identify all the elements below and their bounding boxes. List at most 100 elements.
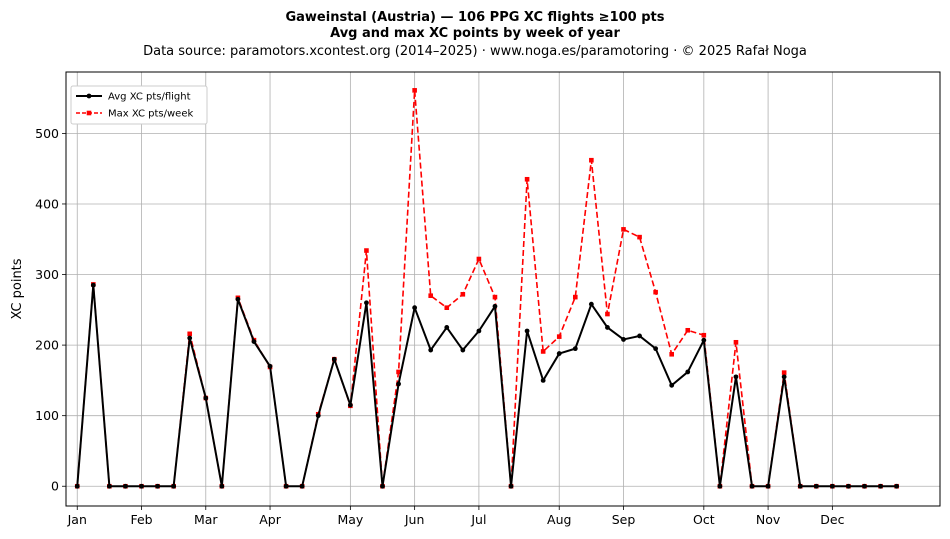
series-layer	[74, 88, 900, 489]
avg-point	[187, 335, 193, 341]
avg-point	[171, 483, 177, 489]
avg-point	[364, 300, 369, 306]
max-point	[733, 339, 739, 345]
chart-subtitle: Avg and max XC points by week of year	[330, 26, 620, 41]
avg-point	[492, 303, 498, 309]
x-tick-label: Oct	[693, 512, 715, 527]
avg-point	[219, 483, 225, 489]
avg-point	[444, 325, 450, 330]
x-tick-label: Apr	[259, 512, 281, 527]
y-axis-label: XC points	[10, 258, 25, 319]
avg-point	[862, 483, 867, 489]
avg-point	[74, 483, 80, 489]
avg-point	[813, 483, 819, 489]
avg-point	[556, 351, 562, 356]
avg-point	[428, 347, 434, 353]
max-point	[396, 369, 401, 375]
max-point	[701, 332, 707, 338]
y-tick-label: 100	[35, 408, 59, 423]
y-tick-label: 0	[51, 479, 59, 494]
avg-point	[155, 483, 160, 489]
y-tick-label: 300	[35, 267, 59, 282]
avg-point	[380, 483, 385, 489]
x-tick-label: Jun	[404, 512, 425, 527]
avg-point	[524, 328, 530, 334]
x-tick-label: Nov	[756, 512, 781, 527]
avg-point	[717, 483, 723, 489]
x-tick-label: Jan	[67, 512, 87, 527]
avg-point	[797, 483, 803, 489]
avg-point	[588, 301, 594, 307]
avg-point	[203, 395, 209, 401]
avg-point	[396, 381, 401, 387]
x-tick-label: Feb	[130, 512, 152, 527]
max-point	[540, 349, 546, 354]
x-tick-label: Aug	[547, 512, 571, 527]
legend-label: Max XC pts/week	[108, 109, 193, 120]
legend-box	[70, 85, 208, 125]
max-point	[685, 327, 691, 333]
max-series-line	[76, 89, 897, 488]
avg-point	[540, 377, 546, 383]
legend-label: Avg XC pts/flight	[108, 92, 191, 103]
max-point	[781, 370, 787, 375]
max-point	[492, 294, 498, 300]
max-point	[187, 331, 193, 337]
max-point	[444, 305, 450, 311]
legend-swatch-marker	[86, 110, 92, 116]
avg-series-line	[76, 284, 897, 488]
y-tick-label: 400	[35, 196, 59, 211]
max-point	[524, 176, 530, 182]
avg-point	[123, 483, 128, 489]
chart-title: Gaweinstal (Austria) — 106 PPG XC flight…	[285, 10, 664, 25]
avg-point	[251, 339, 257, 344]
avg-point	[605, 325, 610, 330]
avg-point	[621, 337, 626, 342]
avg-point	[476, 328, 482, 334]
avg-point	[637, 333, 642, 339]
avg-point	[508, 483, 514, 489]
avg-point	[781, 374, 787, 380]
avg-point	[139, 483, 144, 489]
avg-point	[701, 337, 707, 343]
x-tick-label: Mar	[194, 512, 218, 527]
max-point	[412, 88, 417, 93]
avg-point	[894, 483, 900, 489]
avg-point	[460, 347, 466, 353]
avg-point	[749, 483, 755, 489]
avg-point	[90, 282, 96, 288]
chart-source-line: Data source: paramotors.xcontest.org (20…	[143, 44, 807, 59]
max-point	[637, 234, 642, 240]
plot-frame	[65, 71, 941, 507]
avg-point	[685, 369, 691, 375]
avg-point	[572, 346, 578, 352]
legend-swatch-marker	[86, 93, 92, 99]
y-tick-label: 200	[35, 338, 59, 353]
avg-point	[283, 483, 289, 489]
avg-point	[669, 382, 675, 388]
avg-point	[315, 413, 321, 419]
avg-point	[765, 483, 771, 489]
max-point	[460, 291, 466, 297]
x-tick-label: Dec	[820, 512, 844, 527]
avg-point	[106, 483, 112, 489]
avg-point	[653, 346, 659, 352]
avg-point	[235, 296, 241, 302]
max-point	[589, 157, 594, 163]
avg-point	[733, 374, 739, 380]
avg-point	[412, 305, 418, 311]
x-tick-label: Jul	[470, 512, 486, 527]
max-point	[621, 227, 626, 232]
max-point	[572, 294, 578, 300]
max-point	[428, 293, 434, 299]
avg-point	[846, 483, 851, 489]
max-point	[364, 248, 369, 253]
max-point	[605, 311, 610, 317]
axis-layer: Jan Feb Mar Apr May Jun Jul Aug Sep Oct Nov Dec 0 100…	[35, 126, 844, 527]
avg-point	[878, 483, 883, 489]
avg-point	[299, 483, 305, 489]
x-tick-label: Sep	[612, 512, 636, 527]
max-point	[556, 334, 562, 339]
max-point	[476, 256, 482, 262]
